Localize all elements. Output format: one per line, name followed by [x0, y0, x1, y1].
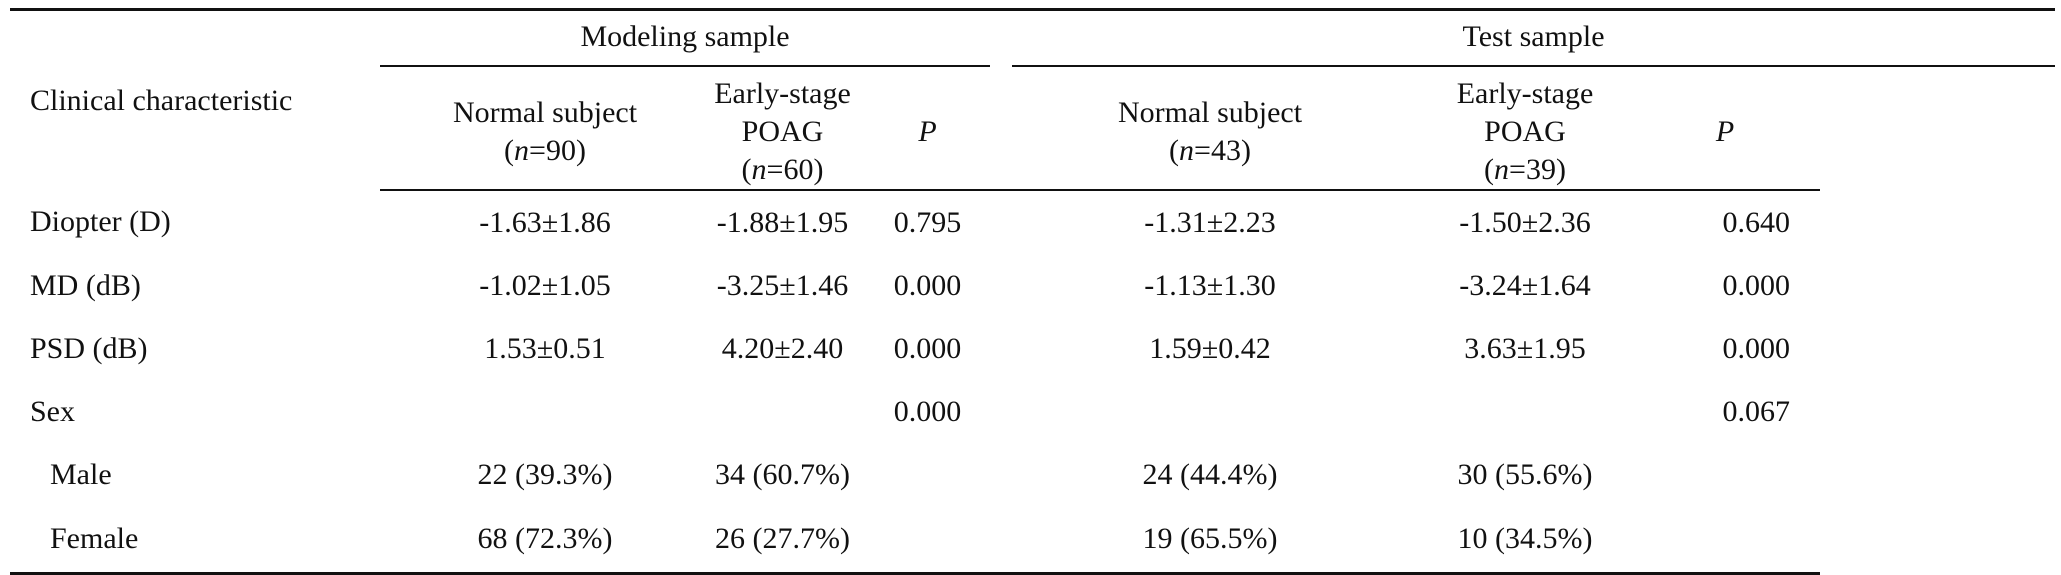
- cell-test-p: 0.067: [1722, 394, 1791, 428]
- subheader-modeling-poag-title: Early-stage POAG: [714, 77, 851, 148]
- group-label-modeling: Modeling sample: [380, 19, 991, 67]
- row-label: PSD (dB): [30, 331, 148, 365]
- cell-test-p: 0.000: [1722, 331, 1791, 365]
- cell-test-poag: 10 (34.5%): [1420, 506, 1631, 575]
- cell-test-poag: -1.50±2.36: [1459, 205, 1591, 239]
- subheader-test-p: P: [1630, 75, 1821, 191]
- table-row: MD (dB) -1.02±1.05 -3.25±1.46 0.000 -1.13±1.…: [10, 254, 2055, 317]
- cell-modeling-poag: -3.25±1.46: [716, 268, 849, 302]
- subheader-modeling-normal-title: Normal subject: [452, 96, 638, 129]
- cell-modeling-poag: 26 (27.7%): [710, 506, 855, 575]
- row-header-cell: Clinical characteristic: [10, 8, 380, 190]
- cell-modeling-normal: -1.02±1.05: [479, 268, 611, 302]
- clinical-characteristics-table: Clinical characteristic Modeling sample …: [10, 8, 2056, 575]
- table-row: Female 68 (72.3%) 26 (27.7%) 19 (65.5%) 10 (…: [10, 506, 2055, 575]
- row-label: Male: [50, 457, 112, 491]
- subheader-modeling-poag-count: (n=60): [741, 153, 824, 186]
- subheader-test-normal-title: Normal subject: [1117, 96, 1303, 129]
- cell-modeling-poag: 34 (60.7%): [715, 457, 850, 491]
- cell-test-p: [1630, 443, 1820, 506]
- row-label: MD (dB): [30, 268, 141, 302]
- subheader-test-poag-count: (n=39): [1484, 153, 1566, 186]
- cell-test-p: [1630, 506, 1821, 575]
- cell-test-p: 0.000: [1722, 268, 1791, 302]
- cell-test-normal: -1.13±1.30: [1144, 268, 1276, 302]
- row-header-label: Clinical characteristic: [30, 83, 293, 117]
- subheader-modeling-poag: Early-stage POAG (n=60): [710, 75, 855, 191]
- subheader-modeling-normal-count: (n=90): [504, 134, 586, 167]
- cell-test-normal: -1.31±2.23: [1144, 205, 1276, 239]
- table-row: Diopter (D) -1.63±1.86 -1.88±1.95 0.795 -1.3…: [10, 190, 2055, 254]
- header-row-subgroups: Normal subject (n=90) Early-stage POAG (n=6…: [10, 75, 2055, 191]
- table-row: Sex 0.000 0.067: [10, 380, 2055, 443]
- cell-modeling-p: [855, 443, 1000, 506]
- subheader-test-normal-count: (n=43): [1169, 134, 1251, 167]
- cell-modeling-p: 0.000: [893, 268, 962, 302]
- row-label: Sex: [30, 394, 75, 428]
- cell-test-p: 0.640: [1722, 205, 1791, 239]
- cell-test-poag: 30 (55.6%): [1457, 457, 1593, 491]
- cell-test-poag: 3.63±1.95: [1464, 331, 1586, 365]
- cell-modeling-p: 0.795: [893, 205, 962, 239]
- cell-modeling-normal: -1.63±1.86: [479, 205, 611, 239]
- cell-modeling-normal: 68 (72.3%): [380, 506, 710, 575]
- cell-modeling-p: 0.000: [893, 394, 962, 428]
- cell-test-normal: 24 (44.4%): [1142, 457, 1278, 491]
- subheader-test-normal: Normal subject (n=43): [1000, 75, 1421, 191]
- cell-modeling-poag: [710, 380, 855, 443]
- group-label-test: Test sample: [1012, 19, 2056, 67]
- cell-modeling-normal: 1.53±0.51: [484, 331, 606, 365]
- table-row: PSD (dB) 1.53±0.51 4.20±2.40 0.000 1.59±0.42…: [10, 317, 2055, 380]
- cell-test-poag: [1420, 380, 1630, 443]
- table-body: Diopter (D) -1.63±1.86 -1.88±1.95 0.795 -1.3…: [10, 190, 2055, 575]
- group-header-modeling: Modeling sample: [380, 8, 1001, 75]
- table-row: Male 22 (39.3%) 34 (60.7%) 24 (44.4%) 30 (55…: [10, 443, 2055, 506]
- subheader-modeling-p: P: [855, 75, 1001, 191]
- header-row-groups: Clinical characteristic Modeling sample …: [10, 8, 2056, 190]
- row-label: Female: [10, 506, 380, 575]
- cell-test-poag: -3.24±1.64: [1459, 268, 1591, 302]
- cell-modeling-poag: 4.20±2.40: [721, 331, 844, 365]
- subheader-test-poag-title: Early-stage POAG: [1456, 77, 1594, 148]
- cell-test-normal: 19 (65.5%): [1000, 506, 1421, 575]
- cell-modeling-p: 0.000: [893, 331, 962, 365]
- row-label: Diopter (D): [30, 205, 171, 238]
- cell-modeling-normal: [380, 380, 710, 443]
- cell-modeling-normal: 22 (39.3%): [477, 457, 613, 491]
- cell-modeling-poag: -1.88±1.95: [716, 205, 849, 239]
- group-header-test: Test sample: [1000, 8, 2056, 75]
- subheader-modeling-normal: Normal subject (n=90): [380, 75, 710, 191]
- cell-test-normal: 1.59±0.42: [1149, 331, 1271, 365]
- cell-test-normal: [1000, 380, 1420, 443]
- cell-modeling-p: [855, 506, 1001, 575]
- subheader-test-poag: Early-stage POAG (n=39): [1420, 75, 1631, 191]
